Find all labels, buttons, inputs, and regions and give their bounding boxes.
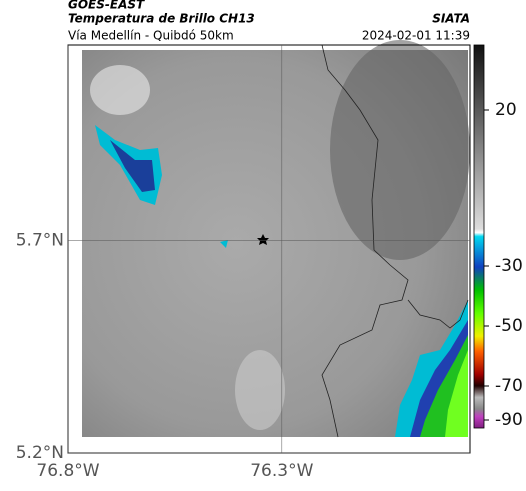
- colorbar-label: -70: [495, 376, 523, 396]
- product: Temperatura de Brillo CH13: [68, 12, 255, 26]
- colorbar-label: -90: [495, 410, 523, 430]
- y-tick-label: 5.7°N: [16, 231, 64, 251]
- x-tick-label: 76.3°W: [250, 461, 313, 481]
- x-tick-label: 76.8°W: [36, 461, 99, 481]
- colorbar-label: 20: [495, 100, 517, 120]
- location-marker: [257, 234, 269, 245]
- org: SIATA: [432, 12, 470, 26]
- colorbar-label: -50: [495, 316, 523, 336]
- colorbar-label: -30: [495, 256, 523, 276]
- route: Vía Medellín - Quibdó 50km: [68, 29, 234, 43]
- colorbar: [473, 44, 485, 429]
- datetime: 2024-02-01 11:39: [362, 29, 470, 43]
- y-tick-label: 5.2°N: [16, 443, 64, 463]
- imagery: [82, 40, 470, 438]
- source: GOES-EAST: [68, 0, 145, 12]
